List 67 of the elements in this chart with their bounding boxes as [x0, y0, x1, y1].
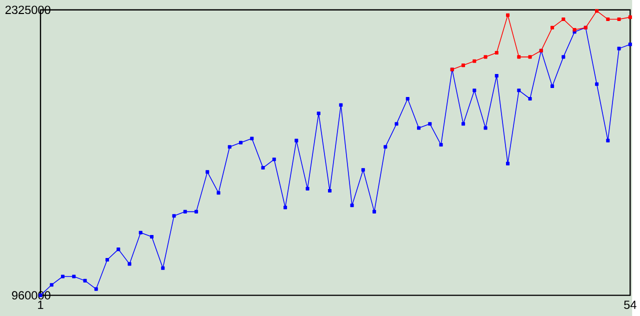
point	[528, 55, 532, 59]
point	[60, 274, 65, 278]
point	[472, 59, 476, 63]
point	[595, 82, 599, 86]
point	[238, 140, 243, 144]
point	[606, 17, 610, 22]
x-tick-label: 1	[38, 300, 44, 309]
point	[428, 122, 432, 126]
point	[517, 88, 521, 92]
point	[50, 283, 54, 287]
point	[294, 138, 298, 142]
y-tick-label: 960000	[12, 291, 50, 300]
point	[272, 158, 276, 162]
point	[484, 55, 488, 59]
point	[562, 17, 566, 22]
point	[83, 278, 87, 282]
point	[617, 46, 621, 50]
point	[394, 122, 398, 126]
point	[316, 112, 320, 116]
point	[372, 210, 376, 214]
point	[628, 15, 632, 19]
point	[595, 9, 599, 13]
point	[462, 63, 466, 68]
point	[494, 50, 498, 54]
point	[128, 262, 132, 266]
point	[484, 126, 488, 130]
point	[550, 26, 554, 30]
y-tick-label: 2325000	[5, 6, 50, 14]
point	[406, 96, 410, 100]
point	[283, 206, 288, 210]
point	[161, 266, 165, 270]
point	[105, 258, 110, 262]
point	[517, 55, 521, 59]
point	[339, 103, 343, 107]
point	[384, 145, 388, 149]
point	[572, 28, 576, 32]
point	[528, 96, 532, 100]
point	[183, 210, 187, 214]
point	[206, 170, 210, 174]
point	[194, 210, 198, 214]
point	[94, 287, 98, 291]
point	[494, 74, 498, 78]
point	[306, 186, 310, 190]
point	[250, 136, 254, 140]
point	[116, 248, 120, 252]
point	[606, 138, 610, 142]
point	[138, 230, 142, 234]
point	[472, 88, 476, 92]
point	[562, 55, 566, 59]
point	[417, 126, 421, 130]
point	[506, 162, 510, 166]
point	[628, 42, 632, 46]
point	[506, 13, 510, 17]
point	[216, 191, 220, 195]
point	[228, 145, 232, 149]
point	[361, 168, 365, 172]
point	[462, 122, 466, 126]
point	[550, 84, 554, 88]
point	[172, 214, 176, 218]
point	[261, 166, 265, 170]
point	[439, 142, 443, 146]
point	[328, 188, 332, 192]
x-tick-label: 54	[624, 300, 636, 309]
point	[150, 234, 154, 239]
point	[350, 204, 354, 208]
point	[617, 17, 621, 22]
point	[72, 274, 76, 278]
